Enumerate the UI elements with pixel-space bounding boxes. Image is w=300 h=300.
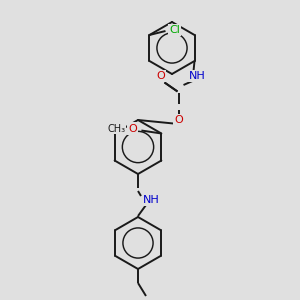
Text: O: O xyxy=(128,124,137,134)
Text: O: O xyxy=(156,71,165,81)
Text: NH: NH xyxy=(189,71,206,81)
Text: Cl: Cl xyxy=(169,25,180,35)
Text: O: O xyxy=(174,115,183,125)
Text: CH₃: CH₃ xyxy=(107,124,125,134)
Text: NH: NH xyxy=(142,195,159,205)
